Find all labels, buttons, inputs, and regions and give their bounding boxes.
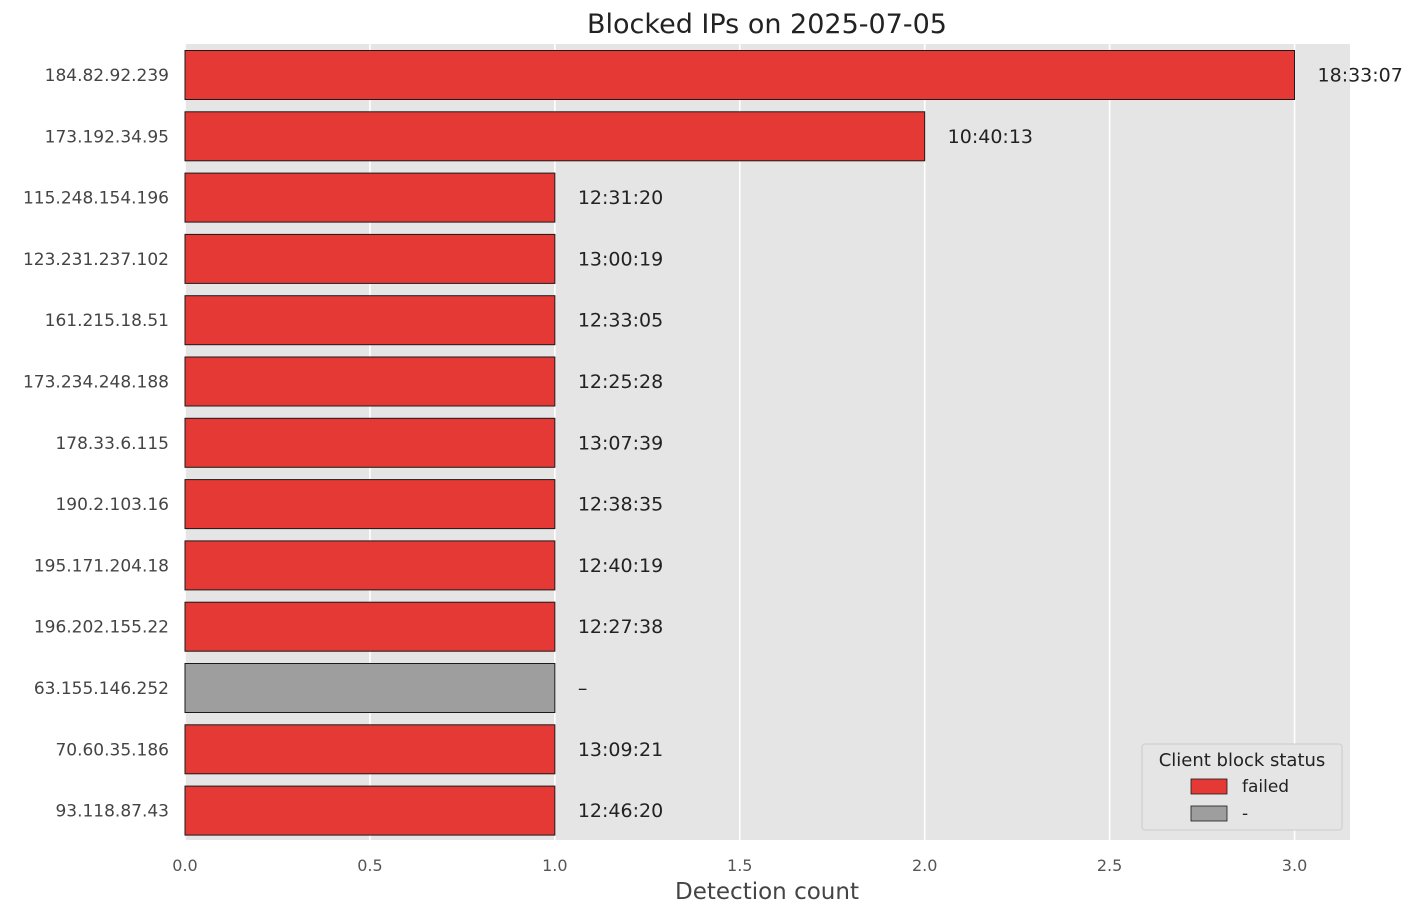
y-tick-label: 123.231.237.102 xyxy=(23,250,169,270)
bar-value-label: 12:40:19 xyxy=(578,555,663,577)
bar xyxy=(184,663,556,713)
y-tick-label: 70.60.35.186 xyxy=(55,740,169,760)
bar-value-label: 12:38:35 xyxy=(578,494,663,516)
x-tick-label: 1.5 xyxy=(727,856,752,875)
legend-swatch-failed xyxy=(1190,778,1228,795)
x-tick-label: 0.0 xyxy=(172,856,197,875)
legend-label-failed: failed xyxy=(1242,777,1289,797)
bar-value-label: 12:46:20 xyxy=(578,800,663,822)
bars xyxy=(184,50,1296,836)
y-tick-label: 115.248.154.196 xyxy=(23,189,169,209)
legend-title: Client block status xyxy=(1159,750,1326,771)
y-tick-label: 161.215.18.51 xyxy=(45,311,169,331)
legend: Client block status failed - xyxy=(1141,743,1343,831)
bar xyxy=(184,233,556,284)
x-tick-labels: 0.0 0.5 1.0 1.5 2.0 2.5 3.0 xyxy=(172,856,1307,875)
bar-value-label: 10:40:13 xyxy=(948,126,1033,148)
bar-value-label: 13:07:39 xyxy=(578,432,663,454)
y-tick-label: 178.33.6.115 xyxy=(55,434,169,454)
bar-value-label: 12:33:05 xyxy=(578,310,663,332)
bar-value-label: – xyxy=(578,678,588,700)
y-tick-label: 63.155.146.252 xyxy=(34,679,169,699)
bar xyxy=(184,356,556,407)
y-tick-label: 173.192.34.95 xyxy=(45,127,169,147)
bar xyxy=(184,479,556,530)
y-tick-label: 190.2.103.16 xyxy=(55,495,169,515)
x-tick-label: 1.0 xyxy=(542,856,567,875)
bar xyxy=(184,50,1296,100)
legend-swatch-unknown xyxy=(1190,805,1228,822)
y-tick-label: 196.202.155.22 xyxy=(34,618,169,638)
y-tick-label: 184.82.92.239 xyxy=(45,66,169,86)
chart-title: Blocked IPs on 2025-07-05 xyxy=(587,9,947,40)
bar-labels: 18:33:07 10:40:13 12:31:20 13:00:19 12:33:05… xyxy=(578,65,1403,823)
bar xyxy=(184,601,556,652)
bar-value-label: 12:31:20 xyxy=(578,187,663,209)
bar xyxy=(184,172,556,223)
x-tick-label: 2.0 xyxy=(912,856,937,875)
bar-value-label: 13:00:19 xyxy=(578,248,663,270)
bar xyxy=(184,724,556,775)
y-tick-labels: 184.82.92.239 173.192.34.95 115.248.154.19… xyxy=(23,66,169,822)
x-tick-label: 2.5 xyxy=(1097,856,1122,875)
x-axis-label: Detection count xyxy=(675,879,859,905)
bar xyxy=(184,540,556,591)
y-tick-label: 195.171.204.18 xyxy=(34,556,169,576)
bar-value-label: 13:09:21 xyxy=(578,739,663,761)
bar xyxy=(184,785,556,836)
legend-label-unknown: - xyxy=(1242,804,1248,824)
bar xyxy=(184,295,556,346)
bar-value-label: 12:25:28 xyxy=(578,371,663,393)
x-tick-label: 3.0 xyxy=(1282,856,1307,875)
bar-value-label: 18:33:07 xyxy=(1318,65,1403,87)
y-tick-label: 173.234.248.188 xyxy=(23,373,169,393)
bar xyxy=(184,111,926,162)
y-tick-label: 93.118.87.43 xyxy=(55,802,169,822)
x-tick-label: 0.5 xyxy=(357,856,382,875)
bar-value-label: 12:27:38 xyxy=(578,616,663,638)
bar xyxy=(184,417,556,468)
